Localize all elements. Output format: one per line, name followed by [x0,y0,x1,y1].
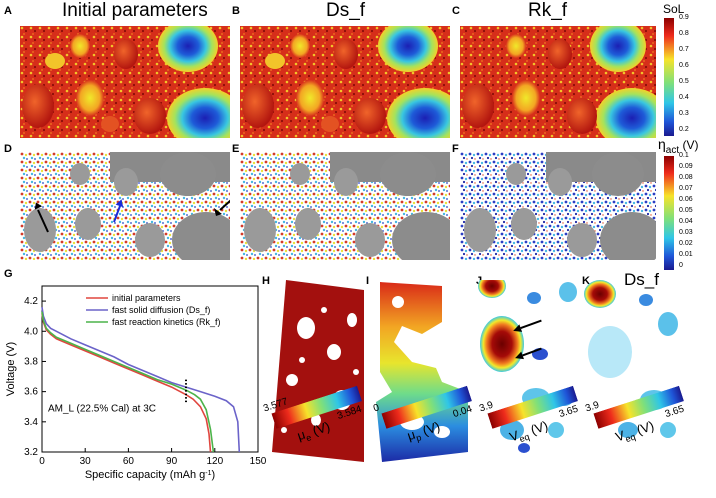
colorbar-tick: 0.05 [679,207,693,214]
plot-frame [41,285,259,453]
x-tick-label: 60 [123,456,135,467]
voltage-capacity-chart: 0 30 60 90 120 150 3.2 3.4 3.6 3.8 4.0 4.2 Specific … [5,285,267,481]
colorbar-tick: 0.6 [679,62,689,69]
colorbar-tick: 0.07 [679,185,693,192]
v-eq-colorbar-k-group: 3.9 3.65 Veq (V) [584,373,698,461]
colorbar-tick: 0.08 [679,174,693,181]
panel-label-k: K [582,275,590,287]
panel-label-j: J [476,275,483,287]
v-eq-colorbar-k [593,385,684,429]
panel-title-k: Ds_f [624,270,659,289]
colorbar-tick: 0.2 [679,126,689,133]
colorbar-tick: 0.01 [679,251,693,258]
y-tick-label: 4.0 [24,326,38,337]
panel-label-c: C [452,5,460,17]
sol-map-c [460,26,656,138]
colorbar-tick: 0.5 [679,78,689,85]
y-tick-label: 3.6 [24,387,38,398]
colorbar-tick: 0.09 [679,163,693,170]
panel-label-g: G [4,268,13,280]
eta-map-e [240,152,450,260]
y-tick-label: 4.2 [24,296,38,307]
v-eq-colorbar-j-group: 3.9 3.65 Veq (V) [478,373,592,461]
eta-map-f [460,152,656,260]
x-tick-label: 30 [80,456,92,467]
colorbar-tick: 0.8 [679,30,689,37]
colorbar-tick: 0.02 [679,240,693,247]
panel-label-h: H [262,275,270,287]
colorbar-tick: 0.1 [679,152,689,159]
legend-label: initial parameters [112,293,181,303]
colorbar-tick: 0.9 [679,14,689,21]
colorbar-tick: 0.03 [679,229,693,236]
colorbar-tick: 0.04 [679,218,693,225]
v-eq-map-j [478,280,577,453]
chart-annotation: AM_L (22.5% Cal) at 3C [48,403,156,414]
sol-map-a [20,26,230,138]
x-tick-label: 120 [206,456,223,467]
panel-title-a: Initial parameters [62,0,208,21]
colorbar-tick: 0.7 [679,46,689,53]
x-axis-label: Specific capacity (mAh g-1) [85,469,215,481]
y-tick-label: 3.2 [24,447,38,458]
sol-colorbar-ticks: 0.9 0.8 0.7 0.6 0.5 0.4 0.3 0.2 [679,14,709,138]
colorbar-tick: 0.4 [679,94,689,101]
panel-title-b: Ds_f [326,0,366,21]
eta-colorbar-ticks: 0.1 0.09 0.08 0.07 0.06 0.05 0.04 0.03 0.02 0.01 0 [679,152,709,272]
mu-p-colorbar [381,385,472,429]
eta-map-d [20,152,230,260]
eta-colorbar [664,156,674,270]
panel-label-b: B [232,5,240,17]
mu-p-colorbar-group: 0 0.04 μp (V) [372,373,486,461]
panel-label-i: I [366,275,370,287]
sol-map-b [240,26,450,138]
series-line [41,306,241,453]
v-eq-colorbar-j [487,385,578,429]
x-tick-label: 0 [39,456,45,467]
mu-e-colorbar [271,385,362,429]
panel-label-a: A [4,5,12,17]
colorbar-tick: 0.06 [679,196,693,203]
colorbar-tick: 0 [679,262,683,269]
colorbar-tick: 0.3 [679,110,689,117]
y-tick-label: 3.8 [24,356,38,367]
x-tick-label: 150 [250,456,267,467]
y-tick-label: 3.4 [24,417,38,428]
panel-label-f: F [452,143,459,155]
eta-colorbar-title: ηact (V) [658,136,699,156]
legend-label: fast reaction kinetics (Rk_f) [112,317,221,327]
sol-colorbar-title: SoL [663,2,685,16]
x-tick-label: 90 [166,456,178,467]
mu-e-colorbar-group: 3.577 3.584 μe (V) [262,373,376,461]
series-line [41,313,212,453]
series-line [41,311,215,453]
panel-label-e: E [232,143,240,155]
panel-label-d: D [4,143,12,155]
y-axis-label: Voltage (V) [5,342,17,396]
sol-colorbar [664,18,674,136]
panel-title-c: Rk_f [528,0,568,21]
legend-label: fast solid diffusion (Ds_f) [112,305,210,315]
